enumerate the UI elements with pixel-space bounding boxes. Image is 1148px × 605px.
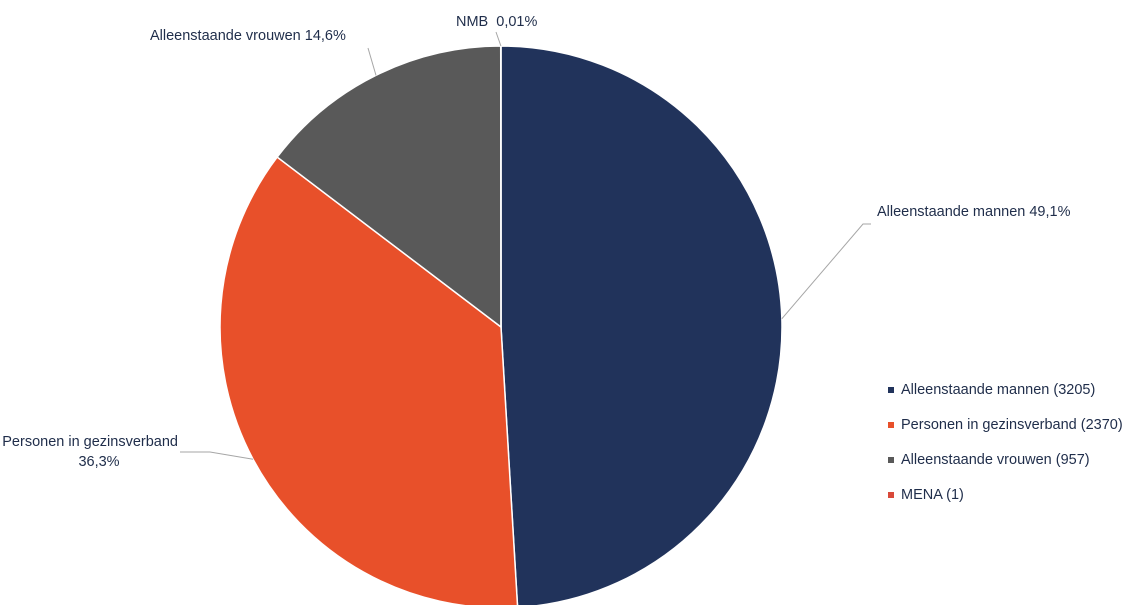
leader-alleenstaande-vrouwen: [367, 47, 377, 76]
leader-personen-in-gezinsverband: [180, 451, 254, 460]
slice-alleenstaande-mannen: [500, 45, 783, 605]
pie-slices: [219, 45, 783, 605]
legend-label-personen-in-gezinsverband: Personen in gezinsverband (2370): [901, 417, 1123, 433]
legend-label-alleenstaande-mannen: Alleenstaande mannen (3205): [901, 382, 1095, 398]
leader-lines: [180, 31, 871, 460]
legend-swatch-personen-in-gezinsverband: [888, 422, 894, 428]
data-label-alleenstaande-vrouwen: Alleenstaande vrouwen 14,6%: [150, 28, 346, 44]
data-label-nmb: NMB 0,01%: [456, 14, 537, 30]
data-label-personen-in-gezinsverband-line2: 36,3%: [78, 454, 119, 470]
legend-swatch-alleenstaande-vrouwen: [888, 457, 894, 463]
data-label-alleenstaande-mannen: Alleenstaande mannen 49,1%: [877, 204, 1071, 220]
legend-label-alleenstaande-vrouwen: Alleenstaande vrouwen (957): [901, 452, 1090, 468]
leader-alleenstaande-mannen: [781, 223, 871, 320]
legend: Alleenstaande mannen (3205) Personen in …: [888, 382, 1123, 503]
slice-alleenstaande-vrouwen: [276, 45, 502, 329]
legend-swatch-alleenstaande-mannen: [888, 387, 894, 393]
leader-nmb: [495, 31, 502, 47]
legend-swatch-mena: [888, 492, 894, 498]
data-label-personen-in-gezinsverband-line1: Personen in gezinsverband: [2, 434, 178, 450]
legend-label-mena: MENA (1): [901, 487, 964, 503]
